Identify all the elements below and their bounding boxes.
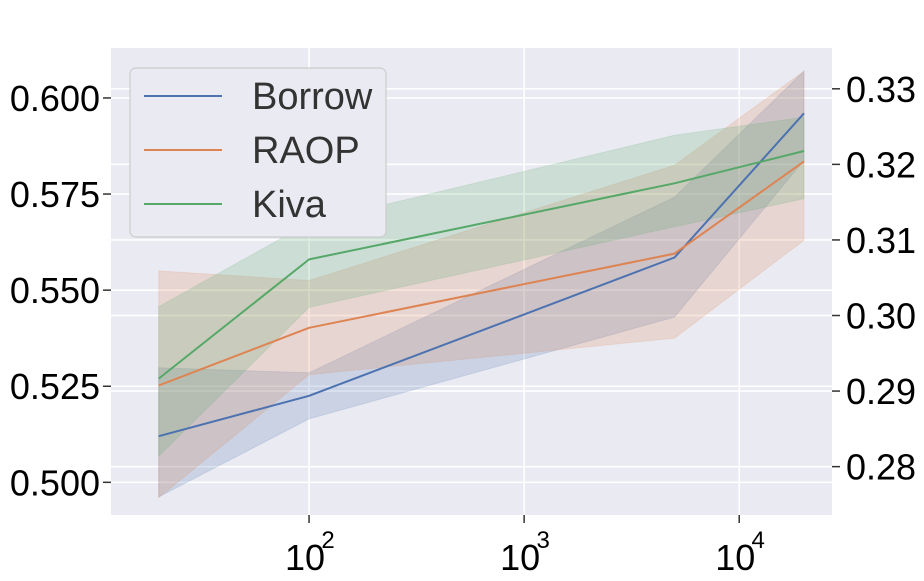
legend-label-borrow: Borrow — [252, 76, 373, 118]
y-tick-label: 0.600 — [10, 78, 100, 119]
confidence-band-kiva — [158, 116, 805, 458]
series-line-raop — [158, 160, 805, 387]
y-tick-label: 0.550 — [10, 270, 100, 311]
series-lines — [158, 112, 805, 438]
y-tick-label: 0.525 — [10, 366, 100, 407]
y-right-tick-label: 0.33 — [846, 69, 916, 110]
legend-box — [129, 67, 387, 238]
x-tick-label: 10 — [715, 537, 755, 578]
y-right-tick-label: 0.32 — [846, 144, 916, 185]
x-tick-label: 10 — [500, 537, 540, 578]
y-right-tick-label: 0.29 — [846, 371, 916, 412]
right-y-axis: 0.28 0.29 0.30 0.31 0.32 0.33 — [832, 69, 916, 488]
legend-label-raop: RAOP — [252, 130, 360, 172]
x-axis: 102 103 104 — [285, 515, 765, 578]
x-tick-label: 10 — [285, 537, 325, 578]
y-tick-label: 0.500 — [10, 462, 100, 503]
legend-label-kiva: Kiva — [252, 184, 327, 226]
confidence-band-raop — [158, 70, 805, 499]
x-tick-exponent: 2 — [321, 527, 334, 554]
series-line-borrow — [158, 112, 805, 438]
series-line-kiva — [158, 150, 805, 380]
x-tick-exponent: 3 — [536, 527, 549, 554]
confidence-bands — [158, 69, 805, 499]
y-right-tick-label: 0.28 — [846, 447, 916, 488]
legend: Borrow RAOP Kiva — [129, 67, 387, 238]
left-y-axis: 0.500 0.525 0.550 0.575 0.600 — [10, 78, 111, 503]
y-right-tick-label: 0.30 — [846, 296, 916, 337]
y-tick-label: 0.575 — [10, 174, 100, 215]
gridlines — [111, 48, 832, 515]
confidence-band-borrow — [158, 69, 805, 498]
x-tick-exponent: 4 — [752, 527, 765, 554]
y-right-tick-label: 0.31 — [846, 220, 916, 261]
